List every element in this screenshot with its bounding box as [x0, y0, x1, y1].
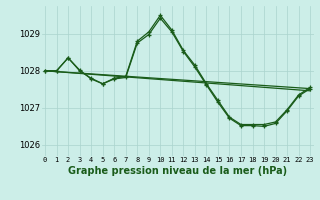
X-axis label: Graphe pression niveau de la mer (hPa): Graphe pression niveau de la mer (hPa)	[68, 166, 287, 176]
